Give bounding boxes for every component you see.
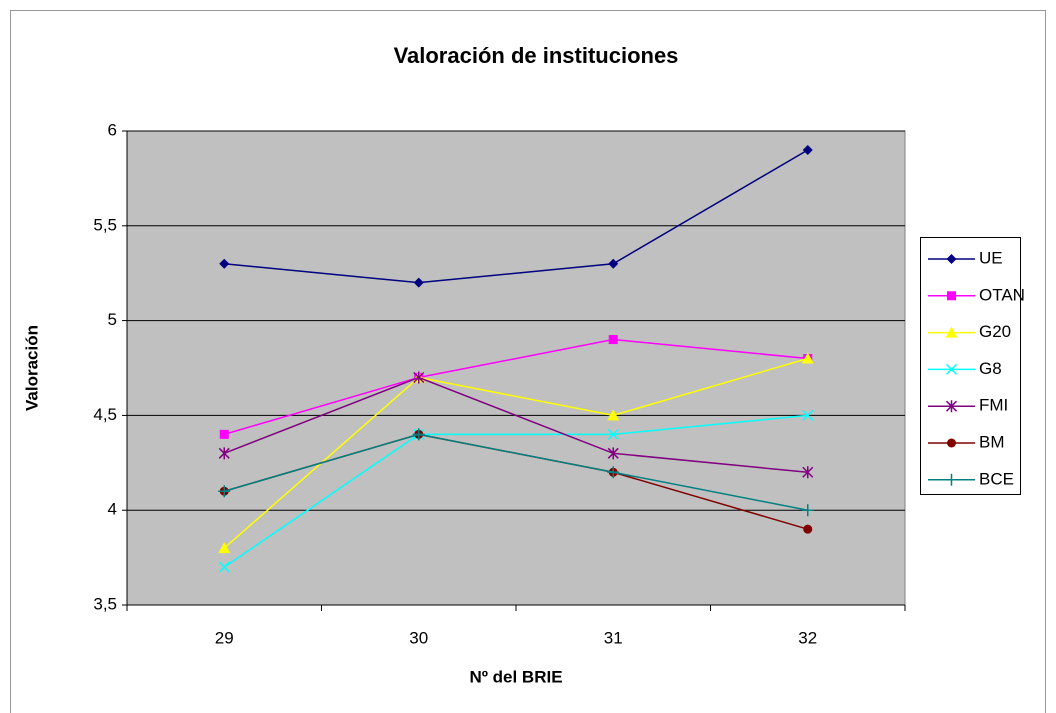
marker xyxy=(946,254,957,264)
series-line xyxy=(223,376,808,474)
marker xyxy=(608,335,618,345)
chart-title: Valoración de instituciones xyxy=(394,43,679,68)
y-tick-label: 4,5 xyxy=(93,405,117,424)
plot-area xyxy=(126,130,906,606)
marker xyxy=(219,429,229,439)
legend-label: OTAN xyxy=(979,285,1025,304)
marker xyxy=(945,400,958,413)
legend-label: BM xyxy=(979,432,1005,451)
marker xyxy=(412,428,425,441)
marker xyxy=(803,524,813,534)
marker xyxy=(218,485,231,498)
marker xyxy=(802,466,814,479)
y-tick-label: 5,5 xyxy=(93,215,117,234)
legend-label: BCE xyxy=(979,469,1014,488)
marker xyxy=(607,428,619,440)
y-tick-label: 3,5 xyxy=(93,594,117,613)
series-line xyxy=(224,149,809,284)
legend-label: FMI xyxy=(979,396,1008,415)
marker xyxy=(802,409,814,421)
marker xyxy=(608,258,619,269)
marker xyxy=(218,561,230,573)
legend-label: UE xyxy=(979,248,1003,267)
marker xyxy=(947,291,956,301)
y-tick-label: 4 xyxy=(108,500,117,519)
marker xyxy=(413,277,424,288)
legend-box xyxy=(920,237,1021,495)
marker xyxy=(218,447,230,460)
y-tick-label: 5 xyxy=(108,310,117,329)
marker xyxy=(801,352,814,364)
marker xyxy=(947,438,956,448)
marker xyxy=(945,326,958,338)
marker xyxy=(607,447,619,460)
legend-label: G20 xyxy=(979,322,1011,341)
marker xyxy=(607,409,620,421)
legend-label: G8 xyxy=(979,359,1002,378)
marker xyxy=(801,504,814,517)
marker xyxy=(945,363,958,375)
y-axis-label: Valoración xyxy=(22,325,41,411)
series-line xyxy=(224,338,808,436)
marker xyxy=(218,542,231,554)
marker xyxy=(219,258,230,269)
marker xyxy=(413,371,425,384)
y-tick-label: 6 xyxy=(108,120,117,139)
marker xyxy=(607,466,620,479)
x-tick-label: 30 xyxy=(409,628,428,647)
marker xyxy=(945,473,958,486)
x-tick-label: 32 xyxy=(798,628,817,647)
series-line xyxy=(223,414,808,568)
x-tick-label: 29 xyxy=(215,628,234,647)
x-tick-label: 31 xyxy=(604,628,623,647)
series-line xyxy=(224,433,808,511)
marker xyxy=(802,144,813,155)
x-axis-label: Nº del BRIE xyxy=(469,667,562,686)
